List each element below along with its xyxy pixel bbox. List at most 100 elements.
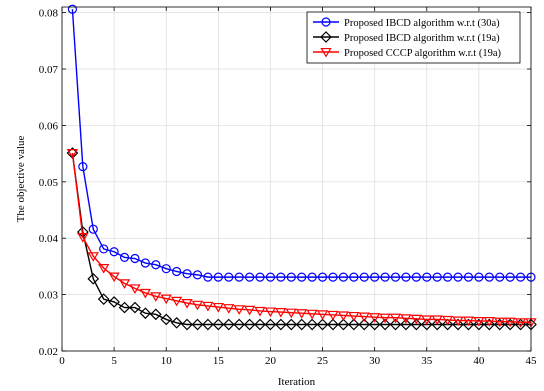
data-point — [484, 272, 494, 282]
data-point — [328, 272, 338, 282]
x-tick-label: 45 — [526, 355, 538, 367]
data-point — [337, 311, 350, 322]
data-point — [149, 308, 162, 321]
data-point — [463, 272, 474, 282]
legend-item: Proposed IBCD algorithm w.r.t (30a) — [313, 17, 500, 29]
data-point — [172, 266, 182, 277]
data-point — [151, 260, 161, 270]
data-point — [109, 247, 119, 257]
x-axis-label: Iteration — [278, 376, 316, 388]
data-point — [212, 318, 225, 331]
data-point — [411, 272, 421, 282]
data-point — [129, 284, 141, 294]
data-point — [234, 272, 244, 282]
data-point — [327, 318, 339, 331]
data-point — [139, 288, 152, 299]
data-point — [98, 264, 110, 274]
data-point — [515, 272, 526, 282]
data-point — [421, 315, 433, 325]
series-3 — [66, 149, 537, 328]
y-tick-label: 0.04 — [39, 233, 59, 245]
data-point — [307, 272, 317, 282]
plot-frame — [61, 6, 532, 352]
legend-marker-icon — [320, 47, 332, 58]
data-point — [130, 253, 140, 264]
data-point — [441, 315, 454, 326]
data-point — [462, 318, 475, 331]
data-point — [401, 272, 411, 282]
data-point — [191, 300, 204, 311]
x-tick-label: 15 — [213, 355, 225, 367]
data-point — [222, 318, 235, 331]
data-point — [462, 316, 475, 327]
data-point — [254, 318, 266, 331]
data-point — [295, 318, 308, 331]
data-point — [285, 318, 298, 331]
data-point — [504, 317, 516, 328]
x-tick-label: 0 — [59, 355, 65, 367]
y-tick-label: 0.06 — [39, 120, 59, 132]
data-point — [119, 252, 130, 262]
data-point — [140, 258, 150, 268]
y-tick-label: 0.05 — [39, 177, 59, 189]
data-point — [150, 292, 162, 302]
data-point — [338, 272, 348, 282]
data-point — [337, 318, 350, 331]
data-point — [316, 318, 329, 331]
data-point — [443, 272, 453, 282]
y-tick-label: 0.07 — [39, 64, 59, 76]
data-point — [118, 279, 131, 289]
y-tick-label: 0.08 — [39, 8, 59, 20]
data-point — [379, 318, 391, 331]
data-point — [108, 296, 120, 308]
data-point — [181, 318, 193, 331]
data-point — [66, 149, 79, 159]
data-point — [286, 272, 296, 282]
data-point — [255, 272, 265, 282]
data-point — [420, 318, 433, 331]
data-point — [202, 318, 214, 331]
data-point — [264, 318, 277, 331]
data-point — [400, 318, 412, 331]
legend-label: Proposed IBCD algorithm w.r.t (19a) — [344, 33, 500, 44]
y-tick-label: 0.03 — [39, 290, 59, 302]
data-point — [203, 272, 213, 282]
data-point — [67, 4, 78, 14]
data-point — [88, 224, 98, 234]
data-point — [87, 272, 100, 285]
x-tick-label: 20 — [265, 355, 277, 367]
data-point — [505, 272, 515, 282]
data-point — [369, 313, 381, 323]
data-point — [379, 313, 391, 324]
data-point — [170, 316, 183, 329]
data-point — [380, 272, 390, 282]
data-point — [233, 318, 246, 331]
data-point — [275, 318, 287, 331]
data-point — [224, 272, 234, 282]
series-1 — [67, 4, 536, 282]
data-point — [452, 316, 464, 327]
data-point — [233, 305, 245, 315]
data-point — [192, 270, 203, 280]
data-point — [432, 272, 442, 282]
data-point — [431, 315, 443, 325]
x-tick-label: 40 — [473, 355, 485, 367]
data-point — [202, 301, 214, 312]
x-tick-label: 5 — [111, 355, 117, 367]
series-line — [71, 152, 531, 326]
data-point — [359, 272, 369, 282]
x-tick-label: 25 — [317, 355, 329, 367]
data-point — [243, 318, 256, 331]
data-point — [296, 309, 308, 319]
legend-marker-icon — [320, 31, 332, 43]
data-point — [316, 310, 329, 320]
data-point — [161, 264, 171, 274]
data-point — [139, 307, 152, 320]
data-point — [317, 272, 328, 282]
data-point — [254, 306, 266, 317]
data-point — [493, 318, 506, 331]
data-point — [212, 302, 224, 313]
data-point — [97, 293, 110, 305]
y-axis-label: The objective value — [15, 136, 27, 223]
